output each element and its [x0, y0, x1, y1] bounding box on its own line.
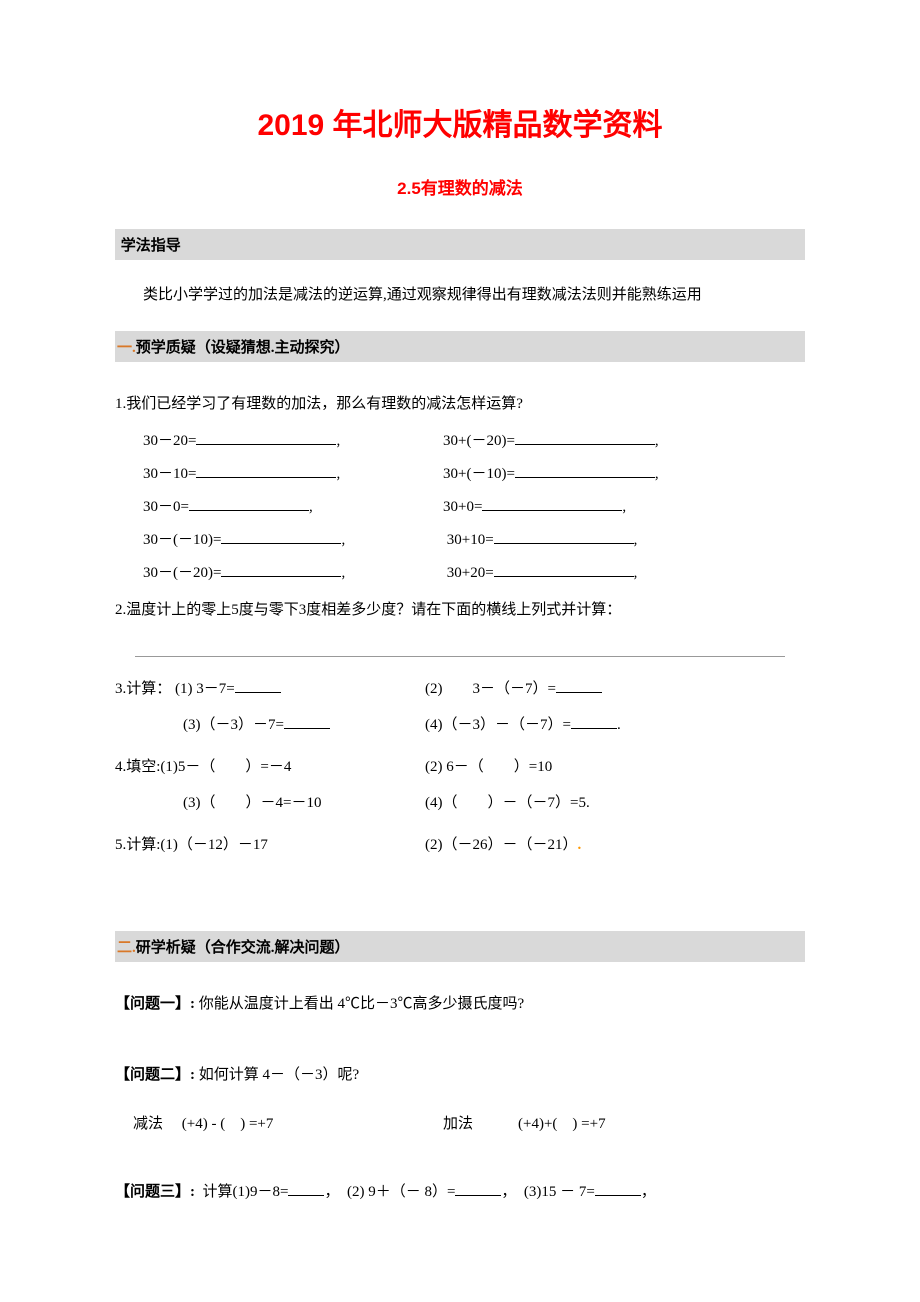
q4-label: 4.填空: — [115, 759, 160, 775]
q4-1a: (1)5－（ ）=－4 — [160, 759, 291, 775]
section2-header: 二.研学析疑（合作交流.解决问题） — [115, 931, 805, 962]
p3-t1a: 计算(1)9－8= — [203, 1184, 289, 1200]
section-guide-label: 学法指导 — [121, 238, 181, 254]
blank-field — [482, 497, 622, 511]
q4-2b: (4)（ ）－（－7）=5. — [425, 795, 590, 811]
section2-prefix: 二. — [117, 940, 136, 956]
q5-1b: (2)（－26）－（－21） — [425, 837, 578, 853]
q4-1b: (2) 6－（ ）=10 — [425, 759, 552, 775]
section2-title: 研学析疑（合作交流.解决问题） — [136, 940, 350, 956]
q4-2a: (3)（ ）－4=－10 — [183, 795, 321, 811]
blank-field — [284, 715, 330, 729]
blank-field — [595, 1182, 641, 1196]
q3-2a: (3)（－3）－7= — [183, 717, 284, 733]
p3-t1d: ， — [641, 1184, 656, 1200]
main-title: 2019 年北师大版精品数学资料 — [115, 100, 805, 144]
blank-field — [196, 464, 336, 478]
p3-t1b: ， (2) 9＋（－ 8）= — [324, 1184, 455, 1200]
sub-title: 2.5有理数的减法 — [115, 174, 805, 199]
q3-tail: . — [617, 717, 621, 733]
p2-sub-right-b: ) =+7 — [572, 1116, 605, 1132]
blank-field — [494, 530, 634, 544]
blank-field — [288, 1182, 324, 1196]
orange-dot-icon: . — [578, 837, 582, 853]
blank-field — [455, 1182, 501, 1196]
q1-r0-left: 30－20= — [143, 433, 196, 449]
q1-r1-right: 30+(－10)= — [443, 466, 515, 482]
p3-line: 【问题三】: 计算(1)9－8= ， (2) 9＋（－ 8）= ， (3)15 － … — [115, 1176, 805, 1209]
q1-r3-left: 30－(－10)= — [143, 532, 221, 548]
blank-field — [235, 679, 281, 693]
q3-2b: (4)（－3）－（－7）= — [425, 717, 571, 733]
p2-sub-left-b: ) =+7 — [240, 1116, 273, 1132]
q2-text: 2.温度计上的零上5度与零下3度相差多少度？请在下面的横线上列式并计算： — [115, 594, 805, 627]
q5-label: 5.计算: — [115, 837, 160, 853]
p1-text: 你能从温度计上看出 4℃比－3℃高多少摄氏度吗? — [199, 996, 524, 1012]
blank-field — [556, 679, 602, 693]
section1-header: 一.预学质疑（设疑猜想.主动探究） — [115, 331, 805, 362]
q2-answer-line — [135, 641, 785, 657]
q1-r0-right: 30+(－20)= — [443, 433, 515, 449]
p3-label: 【问题三】: — [115, 1184, 195, 1200]
blank-field — [515, 431, 655, 445]
p2-sub-right: 加法 (+4)+( ) =+7 — [443, 1106, 805, 1142]
p1-label: 【问题一】: — [115, 996, 195, 1012]
blank-field — [494, 563, 634, 577]
q3-label: 3.计算： — [115, 681, 171, 697]
p2-sub-left-a: 减法 (+4) - ( — [133, 1116, 225, 1132]
q1-grid: 30－20=, 30+(－20)=, 30－10=, 30+(－10)=, 30… — [115, 425, 805, 590]
p2-line: 【问题二】: 如何计算 4－（－3）呢? — [115, 1059, 805, 1092]
blank-field — [571, 715, 617, 729]
blank-field — [221, 563, 341, 577]
q5-1a: (1)（－12）－17 — [160, 837, 268, 853]
p2-sub-right-a: 加法 (+4)+( — [443, 1116, 557, 1132]
q1-r2-right: 30+0= — [443, 499, 482, 515]
q1-r4-left: 30－(－20)= — [143, 565, 221, 581]
p1-line: 【问题一】: 你能从温度计上看出 4℃比－3℃高多少摄氏度吗? — [115, 988, 805, 1021]
p3-t1c: ， (3)15 － 7= — [501, 1184, 594, 1200]
blank-field — [515, 464, 655, 478]
q1-r1-left: 30－10= — [143, 466, 196, 482]
blank-field — [196, 431, 336, 445]
p2-sub-left: 减法 (+4) - ( ) =+7 — [133, 1106, 443, 1142]
q3-1a: (1) 3－7= — [175, 681, 235, 697]
p2-text: 如何计算 4－（－3）呢? — [199, 1067, 359, 1083]
section1-prefix: 一. — [117, 340, 136, 356]
blank-field — [189, 497, 309, 511]
q1-r2-left: 30－0= — [143, 499, 189, 515]
q3-1b: (2) 3－（－7）= — [425, 681, 556, 697]
q1-r4-right: 30+20= — [447, 565, 494, 581]
blank-field — [221, 530, 341, 544]
q1-r3-right: 30+10= — [447, 532, 494, 548]
q1-text: 1.我们已经学习了有理数的加法，那么有理数的减法怎样运算? — [115, 388, 805, 421]
guide-text: 类比小学学过的加法是减法的逆运算,通过观察规律得出有理数减法法则并能熟练运用 — [115, 272, 805, 319]
section1-title: 预学质疑（设疑猜想.主动探究） — [136, 340, 350, 356]
p2-label: 【问题二】: — [115, 1067, 195, 1083]
section-guide-header: 学法指导 — [115, 229, 805, 260]
